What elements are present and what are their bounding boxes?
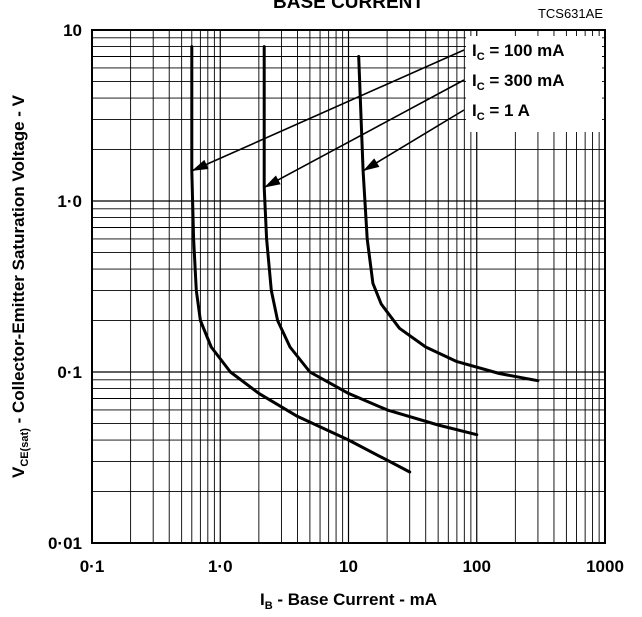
x-tick-label: 10 bbox=[339, 557, 358, 576]
legend-arrows bbox=[191, 49, 465, 189]
x-tick-label: 1·0 bbox=[208, 557, 233, 576]
legend-label-1: IC = 100 mA bbox=[472, 41, 565, 63]
legend-arrow-2 bbox=[263, 79, 465, 189]
x-tick-label: 100 bbox=[463, 557, 491, 576]
chart-code: TCS631AE bbox=[538, 6, 603, 21]
legend-arrow-3 bbox=[362, 109, 465, 172]
series-line-1 bbox=[190, 45, 412, 474]
series-line-3 bbox=[357, 55, 540, 383]
plot-frame bbox=[91, 29, 606, 544]
legend-arrowhead-3 bbox=[363, 158, 380, 171]
x-axis-label: IB - Base Current - mA bbox=[260, 590, 437, 612]
x-tick-label: 1000 bbox=[586, 557, 624, 576]
y-tick-label: 0·1 bbox=[57, 363, 82, 382]
curves bbox=[190, 45, 540, 474]
legend-label-2: IC = 300 mA bbox=[472, 71, 565, 93]
legend-label-3: IC = 1 A bbox=[472, 101, 530, 123]
y-tick-labels: 0·01 0·1 1·0 10 bbox=[48, 21, 82, 553]
grid bbox=[92, 30, 605, 543]
y-axis-label: VCE(sat) - Collector-Emitter Saturation … bbox=[9, 94, 31, 478]
legend: IC = 100 mA IC = 300 mA IC = 1 A bbox=[466, 36, 602, 132]
x-tick-label: 0·1 bbox=[80, 557, 105, 576]
y-tick-label: 1·0 bbox=[57, 192, 82, 211]
legend-arrow-1 bbox=[191, 49, 465, 172]
chart-title: BASE CURRENT bbox=[273, 0, 424, 13]
legend-background bbox=[466, 36, 602, 132]
x-tick-labels: 0·1 1·0 10 100 1000 bbox=[80, 557, 624, 576]
legend-arrowhead-2 bbox=[264, 175, 281, 188]
y-tick-label: 10 bbox=[63, 21, 82, 40]
series-line-2 bbox=[262, 45, 479, 437]
y-tick-label: 0·01 bbox=[48, 534, 82, 553]
legend-arrowhead-1 bbox=[191, 159, 209, 171]
